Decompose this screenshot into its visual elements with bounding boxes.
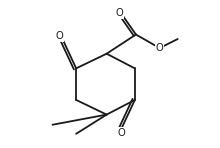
- Text: O: O: [117, 128, 125, 138]
- Text: O: O: [156, 43, 163, 53]
- Text: O: O: [55, 31, 63, 41]
- Text: O: O: [115, 8, 123, 18]
